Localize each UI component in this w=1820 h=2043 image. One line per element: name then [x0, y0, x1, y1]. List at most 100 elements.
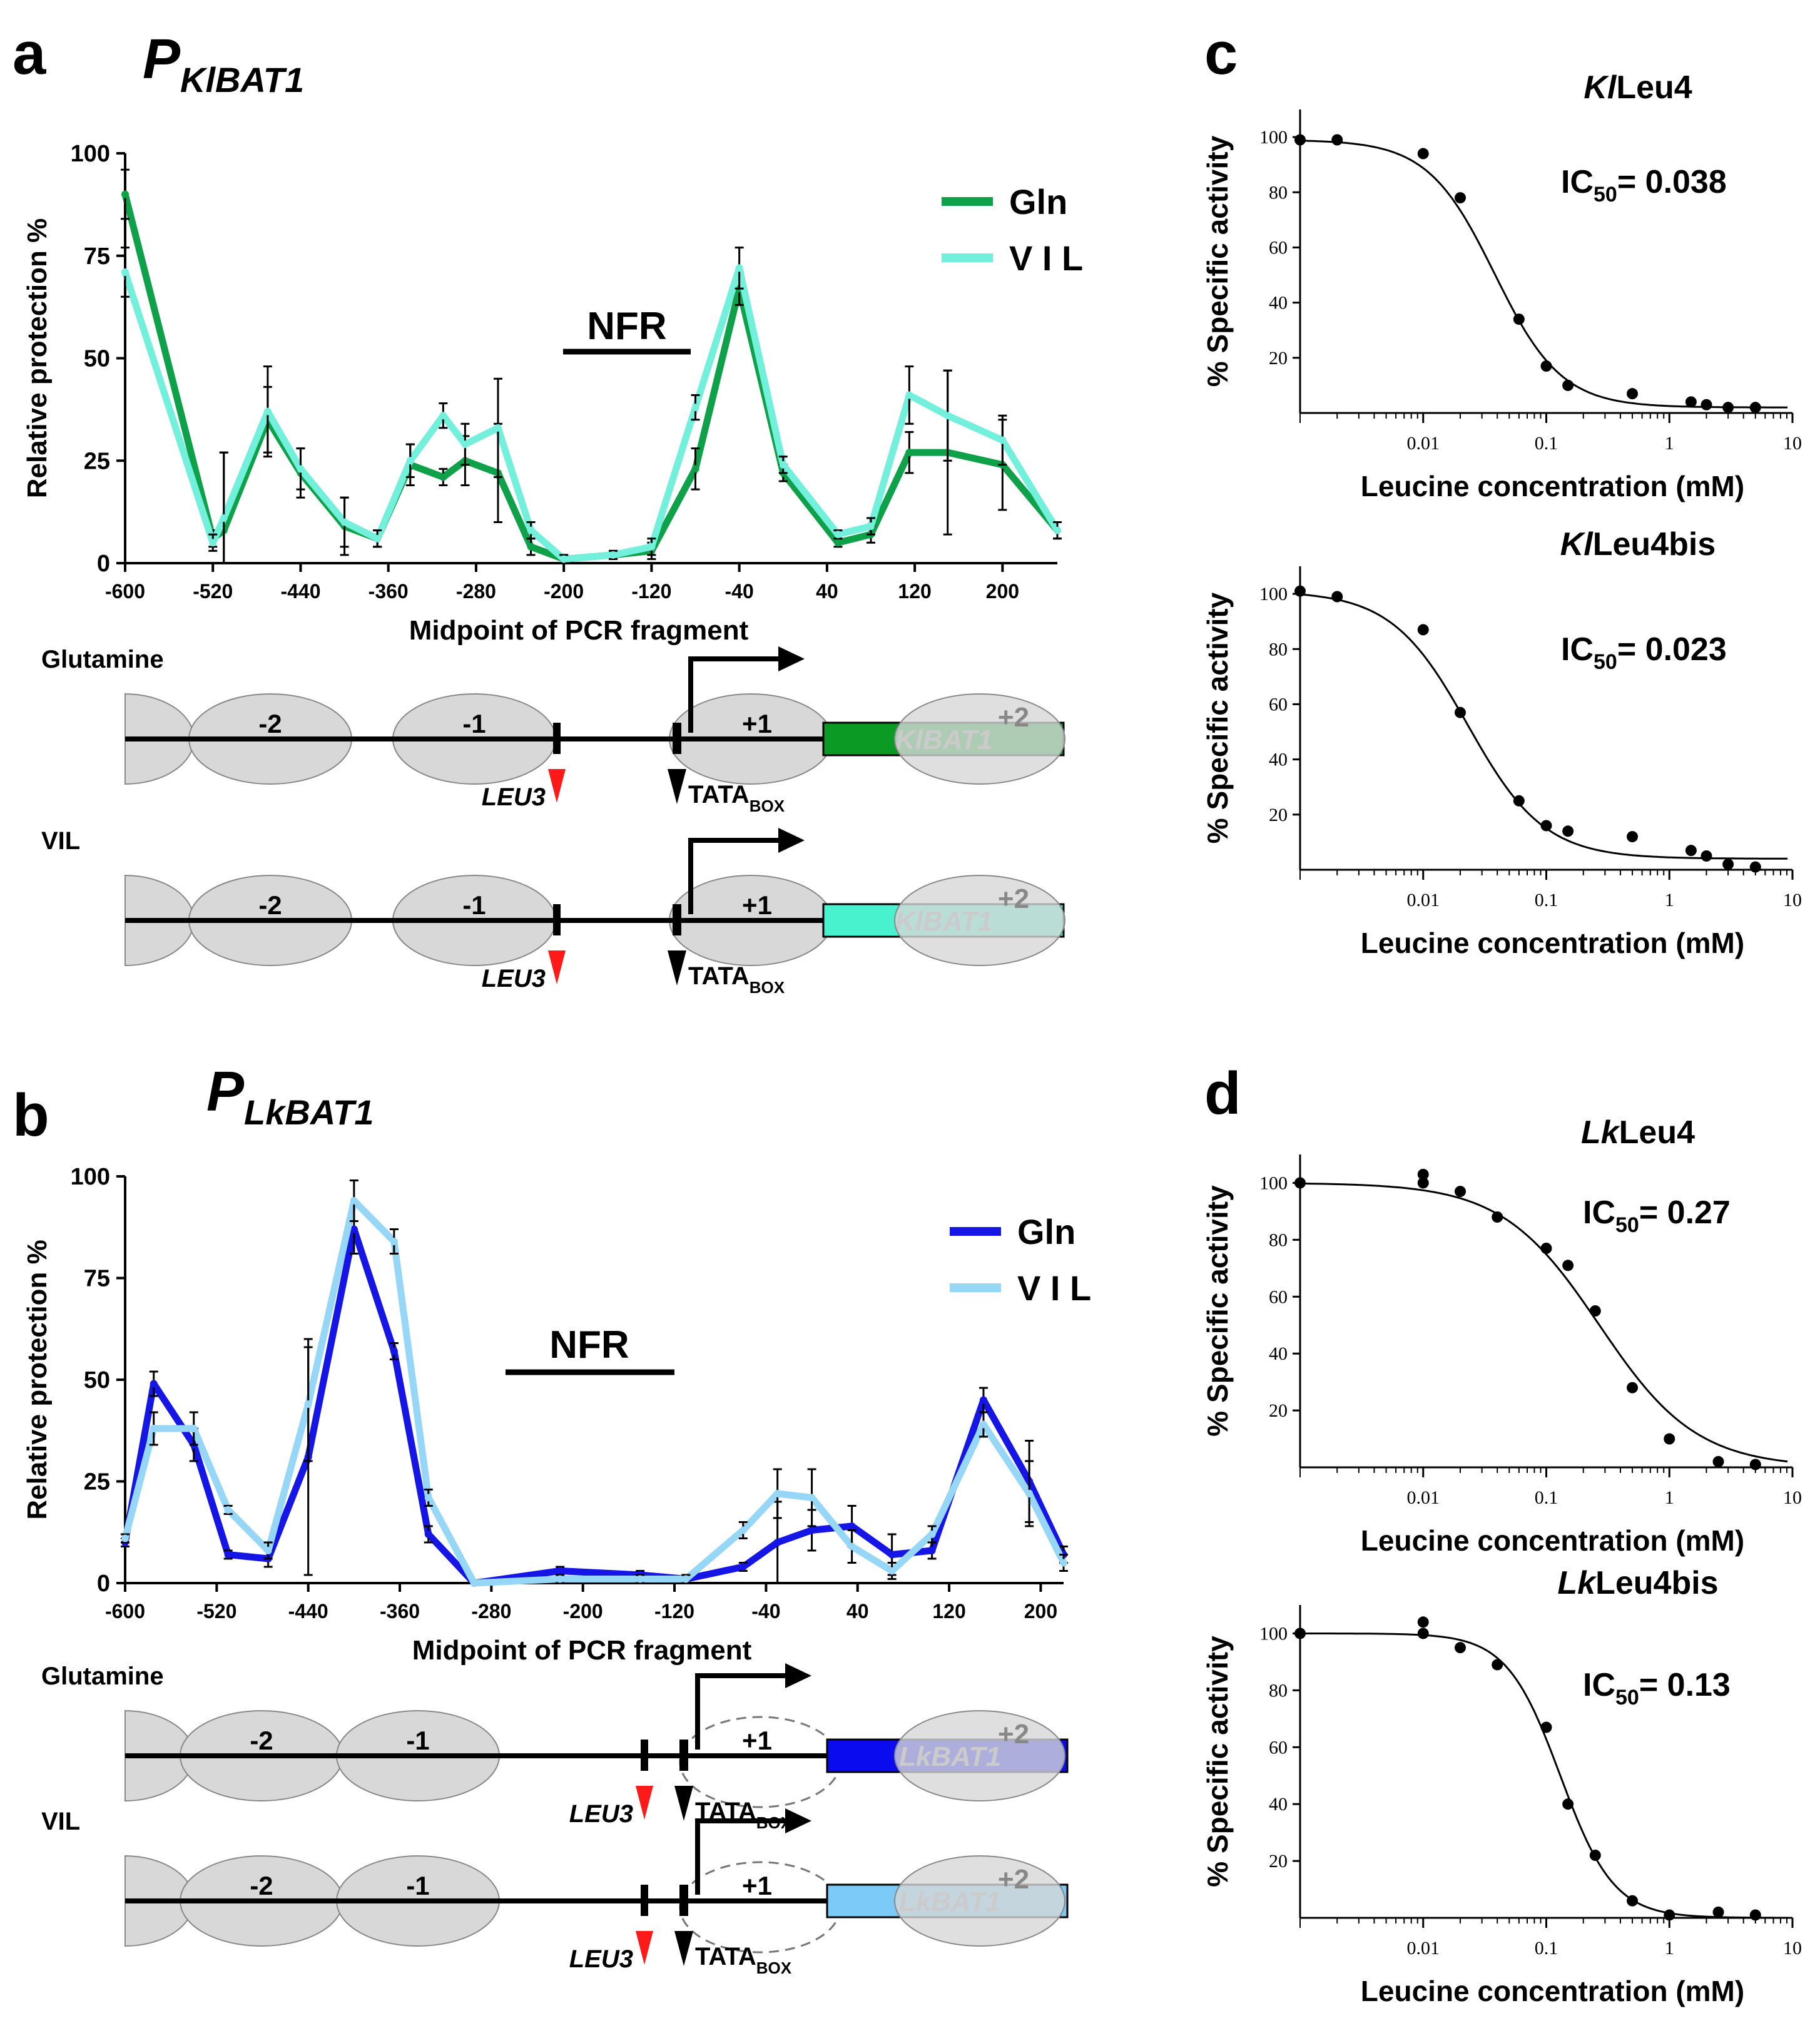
diagram-b-row-0-tss-arrow-head: [785, 1663, 811, 1688]
b-series-0-point: [808, 1526, 816, 1534]
b-series-1-point: [928, 1531, 936, 1538]
d2-data-point: [1417, 1628, 1429, 1639]
diagram-a-row-1-leu3-label: LEU3: [482, 965, 546, 992]
a-xtick-label: -600: [105, 580, 145, 603]
panel-a-title-main: P: [143, 28, 181, 91]
c2-ic50: IC50= 0.023: [1561, 631, 1727, 674]
diagram-b-row-0-tata-label: TATABOX: [695, 1798, 792, 1832]
panel-letter-d: d: [1204, 1060, 1241, 1127]
diagram-a-row-0-nucleosome-plus2: [894, 693, 1065, 785]
c1-data-point: [1331, 134, 1343, 146]
a-xtick-label: -520: [193, 580, 233, 603]
c2-ytick-label: 100: [1259, 584, 1288, 604]
a-series-0-point: [905, 449, 913, 457]
b-series-1-point: [1060, 1559, 1067, 1567]
a-series-1-point: [943, 412, 952, 420]
panel-letter-c: c: [1204, 20, 1238, 87]
b-series-0-point: [979, 1396, 987, 1404]
diagram-b-row-0-tata-site: [679, 1740, 688, 1771]
a-series-1-point: [121, 268, 129, 276]
d1-ytick-label: 60: [1269, 1286, 1288, 1307]
b-series-1-line: [121, 1197, 1067, 1587]
d1-ytick-label: 100: [1259, 1173, 1288, 1193]
diagram-b-row-0-nucleosome-label: -1: [406, 1726, 429, 1755]
diagram-b-row-1-nucleosome-label: +2: [998, 1864, 1029, 1895]
a-series-1-point: [220, 514, 228, 522]
chart-b: 0 25 50 75 100 -600 -520 -440 -360 -280 -200 -120 -4…: [22, 1164, 1091, 1666]
diagram-a-row-1-nucleosome-plus2: [894, 875, 1065, 966]
diagram-a-row-1-tss-arrow-head: [778, 828, 805, 853]
a-series-0-point: [121, 190, 129, 198]
d1-title: LkLeu4: [1581, 1114, 1695, 1151]
a-ytick-label: 25: [84, 448, 110, 474]
a-series-1-point: [340, 518, 348, 526]
d1-ytick-label: 80: [1269, 1230, 1288, 1250]
b-series-0-point: [739, 1563, 747, 1571]
d1-xtick-label: 1: [1665, 1487, 1674, 1508]
b-series-1-point: [636, 1575, 644, 1583]
c2-ytick-label: 60: [1269, 694, 1288, 715]
d1-data-point: [1454, 1186, 1466, 1198]
chart-a: 0 25 50 75 100 -600 -520 -440 -360 -280 -200 -120 -4…: [22, 141, 1083, 646]
a-xtick-label: -280: [456, 580, 496, 603]
d1-data-point: [1492, 1211, 1503, 1223]
b-legend-label-1: V I L: [1017, 1268, 1091, 1308]
b-series-0-point: [390, 1347, 398, 1355]
panel-a-title: PKlBAT1: [143, 28, 304, 99]
c1-data-point: [1562, 379, 1574, 391]
b-series-1-point: [424, 1494, 432, 1502]
a-series-1-point: [999, 436, 1007, 444]
b-series-1-point: [808, 1494, 816, 1502]
c2-xtick-label: 0.01: [1407, 890, 1440, 910]
diagram-a-row-1-nucleosome-label: +1: [742, 890, 772, 920]
d2-data-point: [1454, 1642, 1466, 1654]
c2-data-point: [1749, 861, 1761, 873]
a-ytick-label: 75: [84, 243, 110, 270]
diagram-a-row-0-leu3-marker: [548, 769, 566, 803]
d1-data-point: [1589, 1305, 1601, 1317]
b-series-1-point: [773, 1490, 781, 1497]
a-series-1-point: [1054, 526, 1061, 534]
panel-letter-a: a: [13, 20, 46, 87]
b-ytick-label: 50: [84, 1367, 110, 1393]
b-xtick-label: 120: [932, 1600, 965, 1623]
c1-ic50: IC50= 0.038: [1561, 164, 1727, 206]
a-xtick-label: 200: [986, 580, 1019, 603]
d1-ytick-label: 40: [1269, 1343, 1288, 1364]
a-series-1-point: [609, 551, 618, 559]
c2-data-point: [1722, 858, 1734, 870]
diagram-b-row-1-tss-arrow-head: [785, 1808, 811, 1833]
diagram-b-row-1-nucleosome-label: -1: [406, 1871, 429, 1900]
d1-xtick-label: 0.01: [1407, 1487, 1440, 1508]
c2-data-point: [1562, 825, 1574, 837]
a-series-1-point: [691, 404, 699, 412]
d2-ytick-label: 80: [1269, 1680, 1288, 1701]
d1-data-point: [1712, 1455, 1724, 1467]
diagram-b-row-1-tss-arrow-line: [695, 1818, 791, 1895]
c2-data-point: [1627, 831, 1639, 843]
diagram-b-row-0-leu3-label: LEU3: [569, 1800, 633, 1828]
chart-c2: 20 40 60 80 100 0.01 0.1 1 10 Leucine concentrati…: [1201, 526, 1802, 959]
a-series-1-point: [439, 412, 447, 420]
c1-data-point: [1417, 148, 1429, 160]
diagram-b-row-1-nucleosome-plus2: [894, 1855, 1065, 1947]
panel-a-nfr-label: NFR: [587, 305, 666, 348]
c1-xtick-label: 0.1: [1535, 433, 1558, 454]
diagram-a-row-1-leu3-site: [553, 904, 561, 935]
d2-data-point: [1589, 1850, 1601, 1861]
diagram-a-row-1-tss-arrow-line: [688, 838, 785, 914]
d2-xtick-label: 10: [1783, 1938, 1802, 1959]
diagram-a-row-1-nucleosome-label: -1: [462, 890, 486, 920]
d2-data-point: [1294, 1628, 1306, 1639]
c2-data-point: [1685, 845, 1697, 857]
d2-fit-curve: [1300, 1633, 1788, 1919]
diagram-a-row-0-tata-label: TATABOX: [688, 781, 785, 815]
b-series-1-point: [848, 1542, 856, 1551]
b-series-1-point: [739, 1526, 747, 1534]
b-series-1-point: [121, 1534, 129, 1542]
chart-d1: 20 40 60 80 100 0.01 0.1 1 10 Leucine concentrati…: [1201, 1114, 1802, 1557]
a-series-1-point: [648, 543, 656, 551]
d2-ytick-label: 40: [1269, 1794, 1288, 1815]
c1-ylabel: % Specific activity: [1201, 135, 1234, 387]
